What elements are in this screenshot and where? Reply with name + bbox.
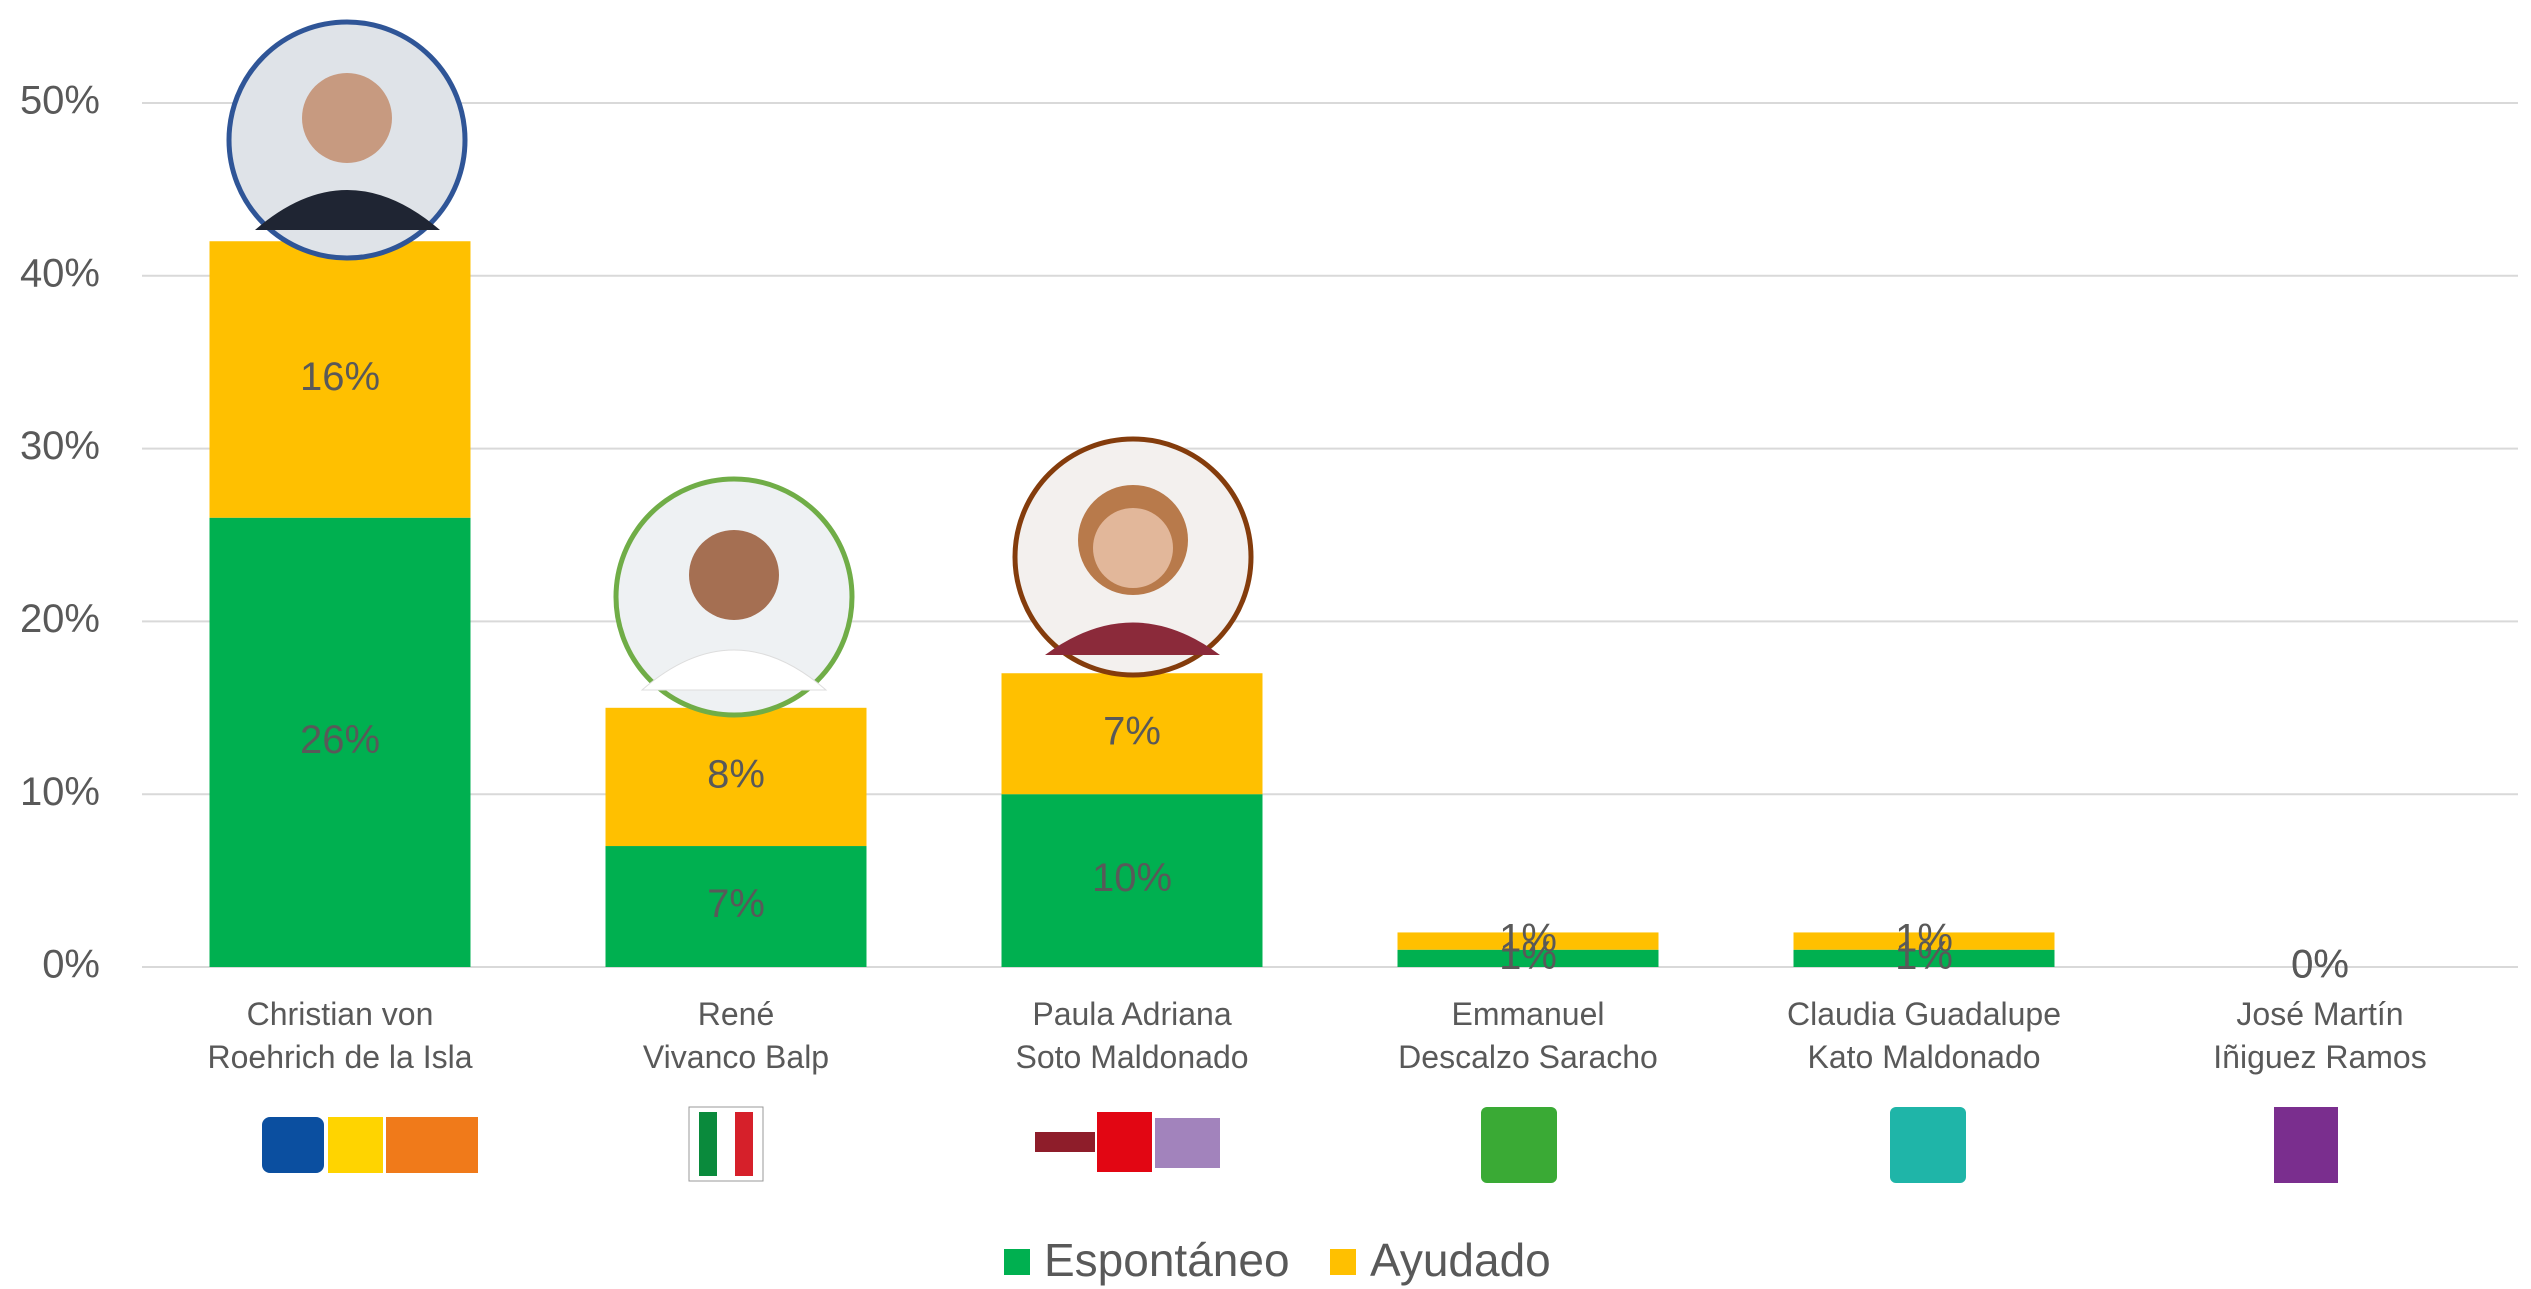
bar-segment: [1793, 932, 2055, 950]
x-tick-label: Claudia Guadalupe Kato Maldonado: [1787, 996, 2061, 1075]
data-label: 26%: [300, 718, 380, 762]
data-label: 10%: [1092, 856, 1172, 900]
legend-label: Espontáneo: [1044, 1234, 1290, 1286]
party-logo: [328, 1117, 383, 1173]
bar-segment: [1001, 673, 1263, 795]
data-label: 1%: [1499, 917, 1557, 961]
party-logo: [1155, 1118, 1220, 1168]
photo-body: [640, 649, 828, 691]
y-tick-label: 20%: [20, 597, 100, 641]
data-label: 0%: [2291, 943, 2349, 987]
bar-segment: [209, 241, 471, 518]
logos: [262, 1106, 2338, 1183]
y-tick-label: 10%: [20, 770, 100, 814]
bar-segment: [1397, 949, 1659, 967]
photo-face: [689, 530, 779, 620]
data-label: 1%: [1895, 917, 1953, 961]
party-logo: [386, 1117, 478, 1173]
bar-segment: [605, 846, 867, 967]
x-tick-label: Emmanuel Descalzo Saracho: [1398, 996, 1658, 1075]
bar-segment: [1397, 932, 1659, 950]
y-tick-label: 40%: [20, 251, 100, 295]
bar-segment: [209, 517, 471, 967]
plot: 0%10%20%30%40%50%26%16%7%8%10%7%1%1% 1%1%…: [20, 79, 2518, 1286]
party-logo: [1035, 1132, 1095, 1152]
party-logo: [699, 1112, 717, 1176]
data-label: 7%: [1103, 709, 1161, 753]
y-tick-label: 50%: [20, 79, 100, 123]
bar-segment: [1793, 949, 2055, 967]
photo-body: [1045, 622, 1220, 655]
party-logo: [2274, 1107, 2338, 1183]
x-tick-label: René Vivanco Balp: [642, 996, 830, 1075]
photo-face: [1093, 508, 1173, 588]
legend-swatch: [1004, 1249, 1030, 1275]
data-label: 16%: [300, 355, 380, 399]
bar-segment: [1001, 794, 1263, 967]
data-label: 1%: [1499, 934, 1557, 978]
legend-swatch: [1330, 1249, 1356, 1275]
x-tick-label: Christian von Roehrich de la Isla: [207, 996, 473, 1075]
party-logo: [1481, 1107, 1557, 1183]
data-label: 8%: [707, 752, 765, 796]
y-tick-label: 30%: [20, 424, 100, 468]
party-logo: [1097, 1112, 1152, 1172]
legend-label: Ayudado: [1370, 1234, 1551, 1286]
bar-segment: [605, 707, 867, 847]
party-logo: [1890, 1107, 1966, 1183]
x-tick-label: José Martín Iñiguez Ramos: [2213, 996, 2427, 1075]
party-logo: [735, 1112, 753, 1176]
data-label: 7%: [707, 882, 765, 926]
x-tick-label: Paula Adriana Soto Maldonado: [1015, 996, 1249, 1075]
data-label: 0%: [2291, 943, 2349, 987]
party-logo: [262, 1117, 324, 1173]
photos: [226, 19, 1254, 718]
photo-body: [255, 190, 440, 230]
photo-face: [302, 73, 392, 163]
data-label: 1%: [1895, 934, 1953, 978]
y-tick-label: 0%: [42, 943, 100, 987]
